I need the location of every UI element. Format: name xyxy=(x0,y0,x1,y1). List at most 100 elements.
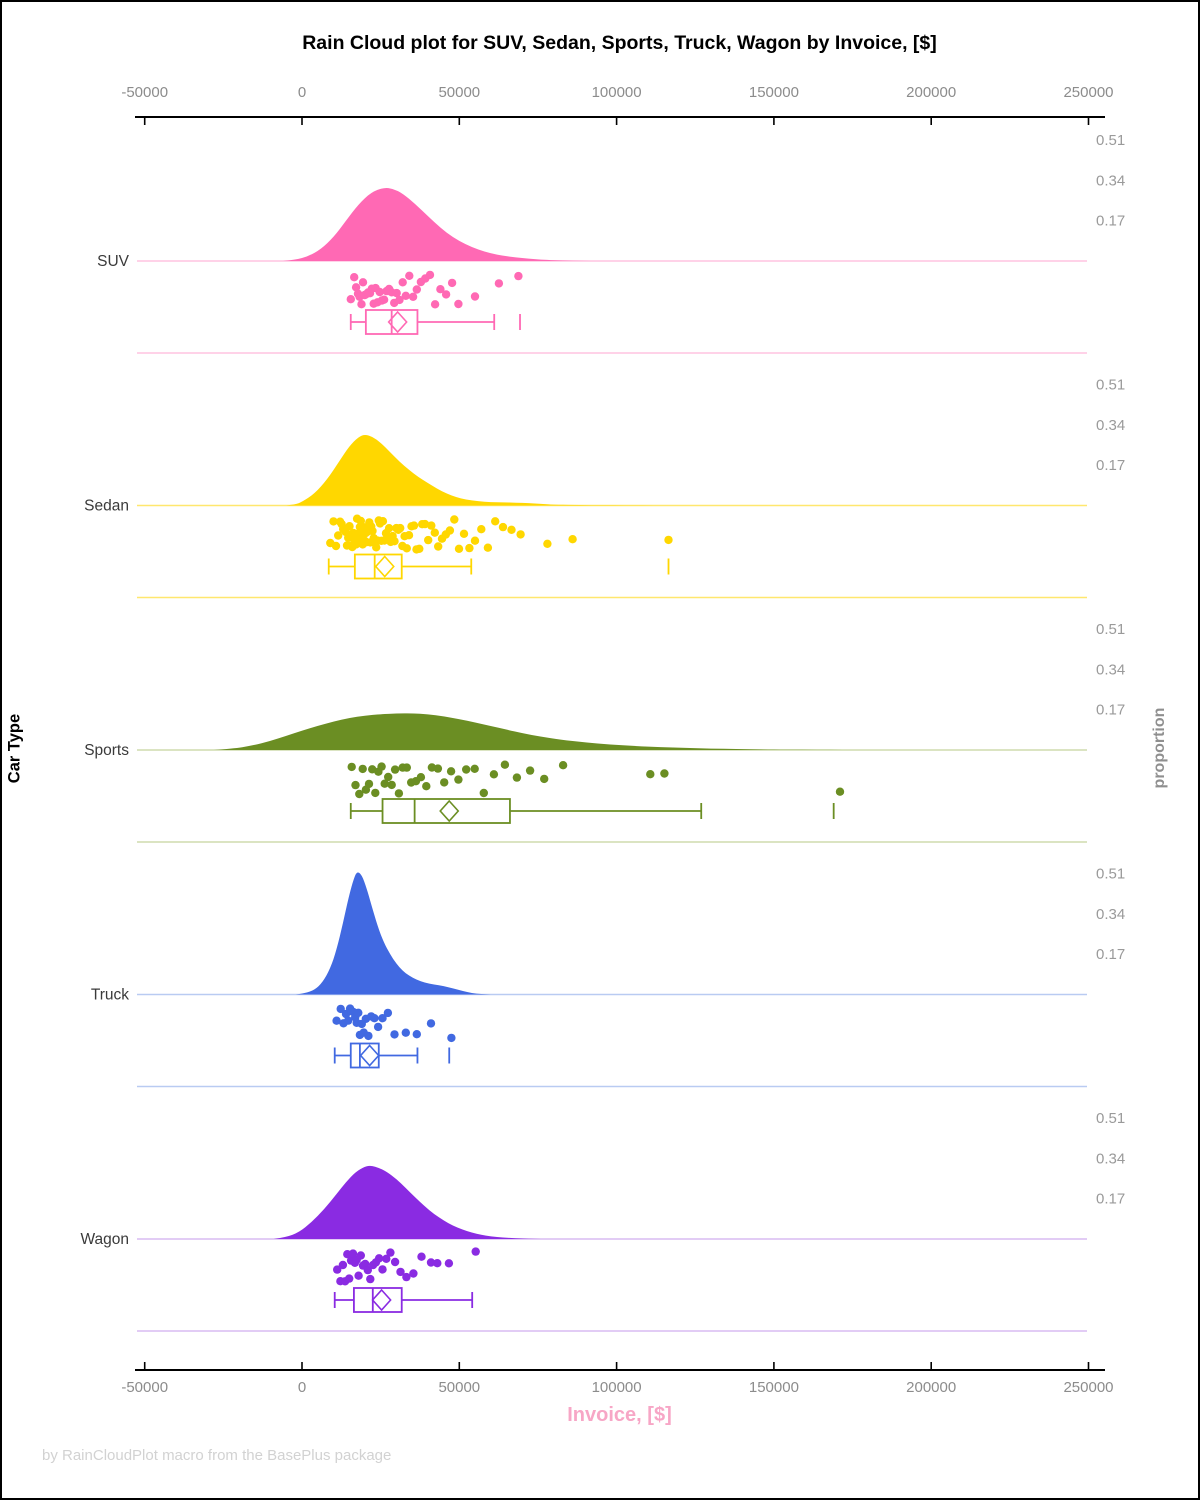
rain-point xyxy=(377,762,386,771)
proportion-tick-label: 0.17 xyxy=(1096,457,1125,474)
rain-point xyxy=(384,524,394,533)
rain-point xyxy=(424,535,433,545)
proportion-tick-label: 0.34 xyxy=(1096,417,1125,434)
rain-point xyxy=(498,522,508,532)
rain-point xyxy=(395,295,404,305)
rain-point xyxy=(371,788,380,798)
rain-point xyxy=(378,1265,387,1274)
rain-point xyxy=(345,1274,354,1283)
mean-diamond-marker xyxy=(374,555,395,578)
rain-point xyxy=(364,779,374,789)
density-cloud xyxy=(283,187,592,261)
bottom-axis-tick-label: 50000 xyxy=(438,1379,480,1396)
rain-point xyxy=(543,539,552,548)
proportion-tick-label: 0.51 xyxy=(1096,866,1125,883)
rain-point xyxy=(364,1031,373,1041)
rain-point xyxy=(351,780,360,790)
rain-point xyxy=(441,290,451,299)
proportion-tick-label: 0.17 xyxy=(1096,946,1125,963)
rain-point xyxy=(512,773,522,782)
category-label: Sedan xyxy=(84,498,129,515)
rain-point xyxy=(354,1008,363,1017)
rain-point xyxy=(664,535,673,545)
proportion-tick-label: 0.51 xyxy=(1096,1110,1125,1127)
band-wagon: Wagon 0.51 0.34 0.17 xyxy=(80,1110,1125,1332)
proportion-tick-label: 0.34 xyxy=(1096,1150,1125,1167)
box-iqr xyxy=(381,798,511,824)
mean-diamond-marker xyxy=(371,1288,392,1312)
rain-point xyxy=(516,530,525,539)
rain-point xyxy=(394,789,404,798)
rain-point xyxy=(454,299,463,309)
rain-point xyxy=(363,1265,372,1275)
rain-point xyxy=(384,772,393,782)
rain-point xyxy=(430,300,440,309)
rain-point xyxy=(660,769,669,778)
rain-point xyxy=(357,300,366,309)
rain-point xyxy=(433,764,443,773)
rain-point xyxy=(471,1247,480,1256)
rain-point xyxy=(412,1030,421,1039)
proportion-tick-label: 0.51 xyxy=(1096,377,1125,394)
rain-point xyxy=(558,761,568,770)
rain-point xyxy=(390,765,400,774)
rain-point xyxy=(425,270,435,280)
category-label: SUV xyxy=(97,253,130,270)
rain-point xyxy=(348,1249,358,1258)
top-axis-tick-label: 250000 xyxy=(1063,84,1113,101)
rain-point xyxy=(426,1258,436,1267)
rain-point xyxy=(417,1252,426,1261)
rain-point xyxy=(420,519,430,529)
rain-point xyxy=(409,1269,418,1278)
band-suv: SUV 0.51 0.34 0.17 xyxy=(97,132,1125,354)
rain-point xyxy=(368,526,377,536)
rain-point xyxy=(358,764,367,774)
rain-point xyxy=(329,517,338,526)
rain-point xyxy=(540,774,549,784)
band-sports: Sports 0.51 0.34 0.17 xyxy=(84,621,1125,843)
top-axis-tick-label: 100000 xyxy=(592,84,642,101)
rain-point xyxy=(390,1257,400,1267)
rain-point xyxy=(427,521,436,530)
bottom-axis-tick-label: 0 xyxy=(298,1379,306,1396)
rain-point xyxy=(433,1259,442,1268)
rain-point xyxy=(358,278,368,287)
rain-point xyxy=(332,1016,341,1025)
rain-point xyxy=(835,787,845,796)
rain-point xyxy=(402,1272,411,1282)
rain-point xyxy=(470,764,479,773)
rain-point xyxy=(386,1248,395,1257)
rain-point xyxy=(378,1014,387,1023)
density-cloud xyxy=(213,713,844,750)
rain-point xyxy=(402,763,411,772)
rain-point xyxy=(415,544,424,553)
rain-point xyxy=(375,287,384,297)
mean-diamond-marker xyxy=(387,310,408,334)
rain-point xyxy=(398,278,407,287)
rain-point xyxy=(500,760,510,769)
rain-point xyxy=(568,535,577,544)
rain-point xyxy=(374,1254,384,1263)
rain-point xyxy=(370,1014,379,1023)
rain-point xyxy=(346,295,355,304)
rain-point xyxy=(354,1271,363,1280)
category-label: Truck xyxy=(91,987,129,1004)
rain-point xyxy=(646,770,655,779)
proportion-tick-label: 0.17 xyxy=(1096,213,1125,230)
rain-point xyxy=(434,542,443,551)
rain-point xyxy=(459,529,469,538)
rain-point xyxy=(409,521,419,530)
rain-point xyxy=(465,543,474,553)
density-cloud xyxy=(295,872,491,995)
rain-point xyxy=(477,525,486,534)
rain-point xyxy=(338,1260,348,1270)
rain-point xyxy=(392,288,401,298)
rain-point xyxy=(387,780,396,790)
rain-point xyxy=(507,525,516,534)
mean-diamond-marker xyxy=(439,799,460,823)
proportion-tick-label: 0.34 xyxy=(1096,172,1125,189)
top-axis-tick-label: 200000 xyxy=(906,84,956,101)
rain-point xyxy=(483,543,493,552)
bottom-axis-tick-label: -50000 xyxy=(121,1379,168,1396)
